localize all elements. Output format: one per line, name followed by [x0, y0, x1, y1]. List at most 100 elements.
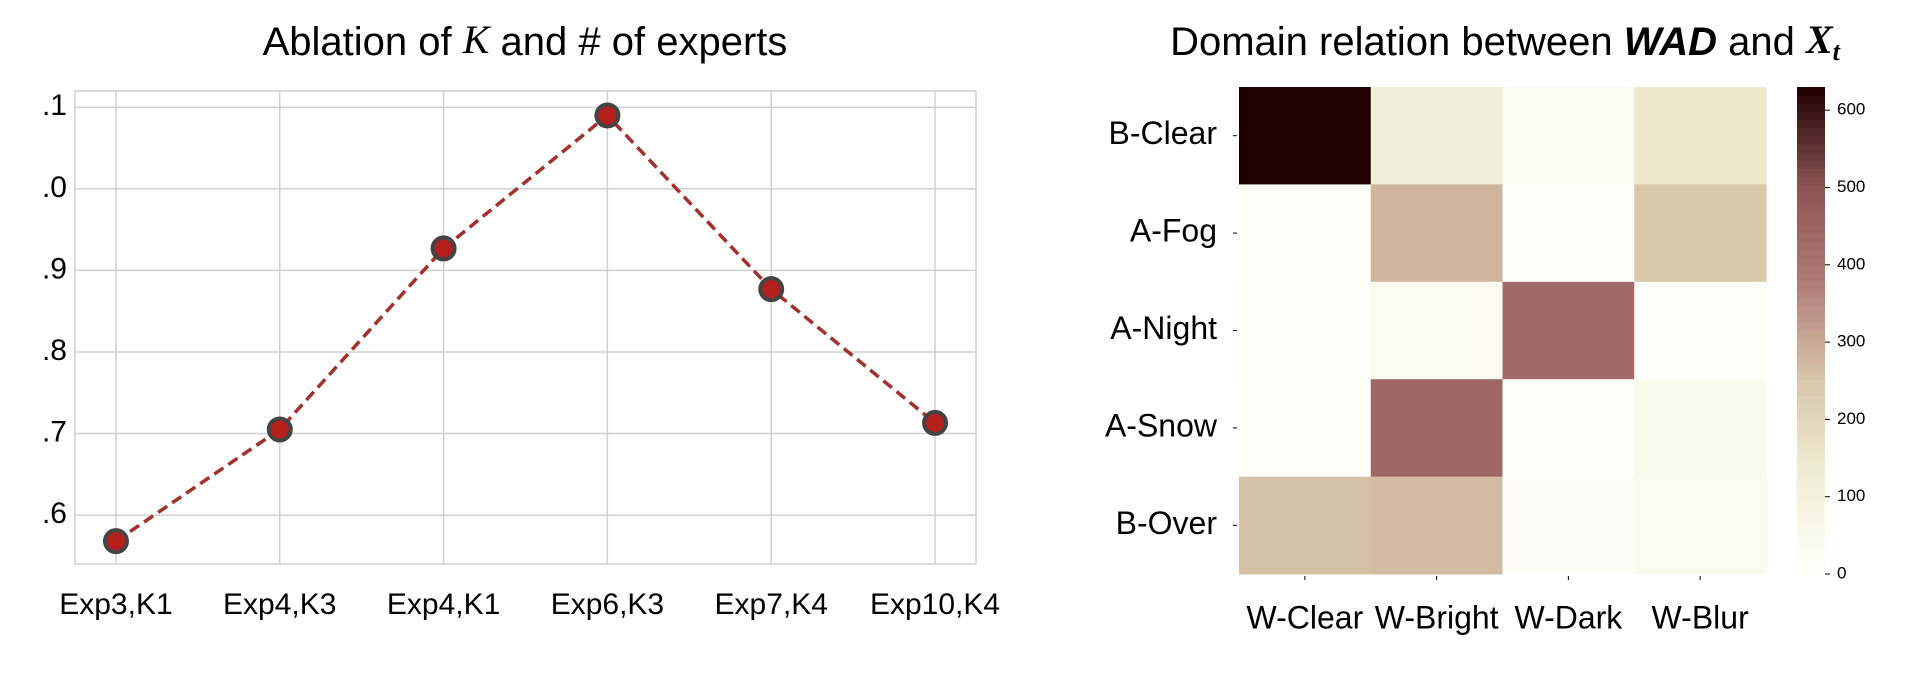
colorbar-segment [1797, 95, 1825, 104]
colorbar-segment [1797, 143, 1825, 153]
colorbar-segment [1797, 379, 1825, 388]
colorbar-segment [1797, 200, 1825, 210]
heatmap-cell [1634, 184, 1767, 283]
heatmap-cell [1370, 379, 1503, 478]
marker [102, 528, 129, 555]
colorbar-segment [1797, 208, 1825, 218]
title-part: and # of experts [489, 20, 787, 64]
colorbar-segment [1797, 249, 1825, 259]
colorbar-segment [1797, 216, 1825, 226]
heatmap-cell [1634, 281, 1767, 380]
colorbar-segment [1797, 484, 1825, 494]
y-tick-label: .6 [42, 497, 67, 530]
heatmap-cell [1239, 476, 1372, 575]
row-label: B-Clear [1109, 115, 1218, 151]
heatmap-cell [1634, 87, 1767, 185]
colorbar-segment [1797, 322, 1825, 332]
colorbar-segment [1797, 557, 1825, 567]
colorbar-segment [1797, 241, 1825, 250]
title-part: Ablation of [263, 20, 463, 64]
plot-frame [74, 90, 977, 565]
chart-title: Domain relation between WAD and Xt [1170, 17, 1841, 66]
colorbar-segment [1797, 168, 1825, 177]
colorbar-segment [1797, 565, 1825, 575]
y-tick-label: .7 [42, 415, 67, 448]
heatmap-cell [1239, 281, 1372, 380]
heatmap-cell [1502, 87, 1635, 185]
colorbar-segment [1797, 257, 1825, 267]
colorbar-segment [1797, 184, 1825, 194]
colorbar-segment [1797, 444, 1825, 453]
colorbar-tick-label: 200 [1837, 409, 1865, 428]
heatmap-cell [1634, 379, 1767, 478]
y-tick-label: .9 [42, 252, 67, 285]
colorbar-segment [1797, 517, 1825, 526]
heatmap-cell [1370, 476, 1503, 575]
colorbar-segment [1797, 224, 1825, 234]
heatmap-cell [1239, 87, 1372, 185]
heatmap-cell [1239, 379, 1372, 478]
col-label: W-Dark [1514, 599, 1623, 635]
row-label: A-Snow [1105, 407, 1218, 443]
x-tick-label: Exp10,K4 [870, 588, 1000, 621]
colorbar-tick-label: 100 [1837, 486, 1865, 505]
colorbar-segment [1797, 492, 1825, 502]
colorbar-tick-label: 400 [1837, 254, 1865, 273]
colorbar-segment [1797, 103, 1825, 112]
col-label: W-Bright [1375, 599, 1499, 635]
colorbar-segment [1797, 411, 1825, 421]
heatmap-cell [1502, 476, 1635, 575]
colorbar-segment [1797, 387, 1825, 397]
heatmap-cell [1370, 87, 1503, 185]
colorbar-segment [1797, 362, 1825, 372]
heatmap-cell [1634, 476, 1767, 575]
title-part: Domain relation between [1170, 20, 1624, 64]
title-part: t [1833, 37, 1841, 66]
colorbar-segment [1797, 87, 1825, 96]
heatmap-cell [1502, 379, 1635, 478]
col-label: W-Blur [1652, 599, 1750, 635]
colorbar-segment [1797, 500, 1825, 510]
colorbar-segment [1797, 371, 1825, 380]
heatmap-cell [1370, 184, 1503, 283]
y-tick-label: .1 [42, 89, 67, 122]
title-part: and [1717, 20, 1806, 64]
colorbar-segment [1797, 265, 1825, 275]
heatmap-cell [1239, 184, 1372, 283]
marker [430, 235, 457, 262]
colorbar-segment [1797, 330, 1825, 340]
row-label: A-Fog [1130, 213, 1217, 249]
colorbar-tick-label: 0 [1837, 563, 1846, 582]
heatmap-cell [1502, 184, 1635, 283]
colorbar-segment [1797, 192, 1825, 202]
colorbar-segment [1797, 111, 1825, 121]
heatmap-cell [1370, 281, 1503, 380]
colorbar-segment [1797, 476, 1825, 486]
colorbar-segment [1797, 452, 1825, 461]
colorbar-segment [1797, 419, 1825, 429]
colorbar-segment [1797, 533, 1825, 543]
colorbar-segment [1797, 403, 1825, 413]
colorbar-segment [1797, 468, 1825, 478]
colorbar-segment [1797, 549, 1825, 559]
colorbar-segment [1797, 314, 1825, 323]
marker [922, 409, 949, 436]
row-label: A-Night [1110, 310, 1217, 346]
colorbar-segment [1797, 525, 1825, 535]
colorbar-segment [1797, 273, 1825, 283]
colorbar-segment [1797, 160, 1825, 169]
colorbar-segment [1797, 176, 1825, 185]
title-part: X [1804, 17, 1834, 62]
x-tick-label: Exp3,K1 [59, 588, 172, 621]
heatmap-cell [1502, 281, 1635, 380]
title-part: K [462, 17, 492, 62]
colorbar-segment [1797, 135, 1825, 145]
colorbar-segment [1797, 509, 1825, 518]
colorbar-tick-label: 500 [1837, 177, 1865, 196]
y-tick-label: .8 [42, 334, 67, 367]
title-part: WAD [1624, 20, 1717, 64]
marker [594, 102, 621, 129]
chart-title: Ablation of K and # of experts [263, 17, 788, 63]
x-tick-label: Exp7,K4 [715, 588, 828, 621]
